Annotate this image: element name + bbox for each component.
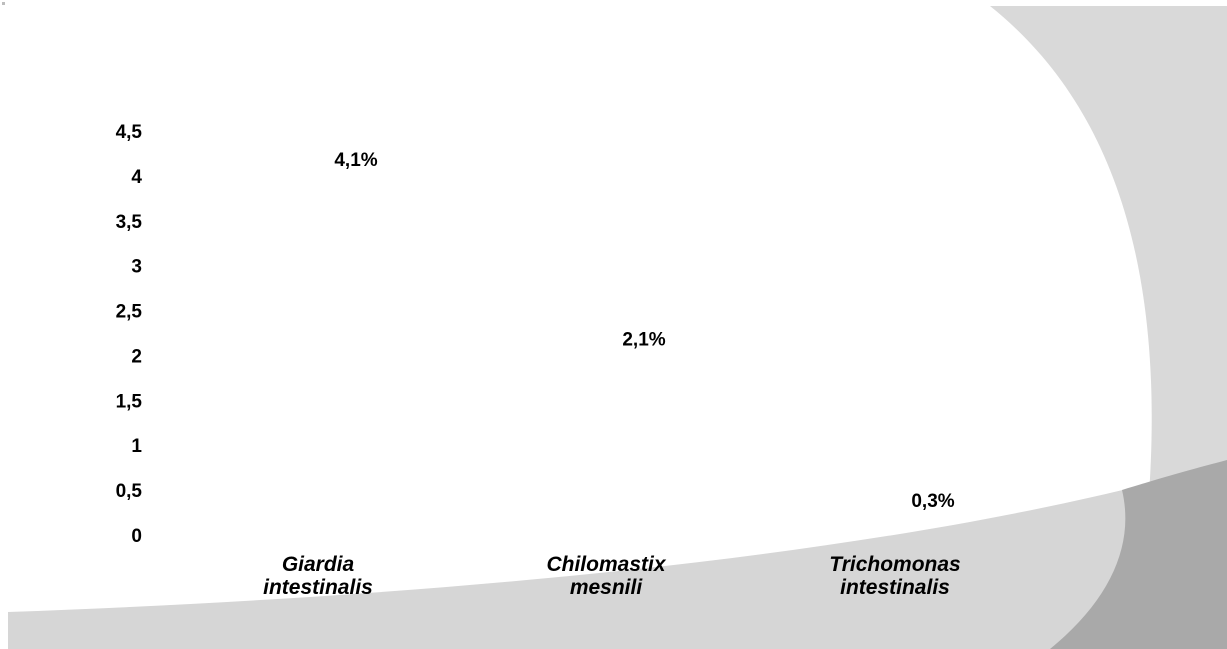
y-tick-label: 1 bbox=[131, 436, 142, 457]
data-label: 0,3% bbox=[911, 491, 954, 512]
x-category-label-line: intestinalis bbox=[840, 576, 950, 599]
y-tick-label: 3 bbox=[131, 257, 142, 278]
x-category-label: Giardia intestinalis bbox=[263, 553, 373, 599]
y-tick-label: 0 bbox=[131, 526, 142, 547]
swoosh-bottom-dark bbox=[1050, 460, 1227, 649]
swoosh-bottom-light bbox=[8, 462, 1227, 649]
x-category-label-line: intestinalis bbox=[263, 576, 373, 599]
x-category-label-line: mesnili bbox=[570, 576, 644, 599]
bar-series bbox=[250, 167, 967, 535]
y-tick-label: 4,5 bbox=[116, 122, 143, 143]
x-category-label-line: Trichomonas bbox=[829, 553, 960, 576]
y-tick-label: 4 bbox=[131, 167, 142, 188]
x-category-label-line: Chilomastix bbox=[546, 553, 666, 576]
y-axis: 0 0,5 1 1,5 2 2,5 3 3,5 4 4,5 bbox=[116, 122, 143, 547]
x-category-label-line: Giardia bbox=[282, 553, 355, 576]
corner-mark bbox=[2, 2, 5, 5]
y-tick-label: 1,5 bbox=[116, 391, 143, 412]
y-tick-label: 3,5 bbox=[116, 212, 143, 233]
data-label: 4,1% bbox=[334, 150, 377, 171]
bar bbox=[827, 508, 967, 535]
x-category-label: Chilomastix mesnili bbox=[546, 553, 666, 599]
y-tick-label: 2 bbox=[131, 346, 142, 367]
bar bbox=[250, 167, 390, 535]
x-category-label: Trichomonas intestinalis bbox=[829, 553, 960, 599]
y-tick-label: 0,5 bbox=[116, 481, 143, 502]
y-tick-label: 2,5 bbox=[116, 302, 143, 323]
bar bbox=[538, 346, 678, 535]
data-label: 2,1% bbox=[622, 329, 665, 350]
data-labels: 4,1% 2,1% 0,3% bbox=[334, 150, 954, 512]
